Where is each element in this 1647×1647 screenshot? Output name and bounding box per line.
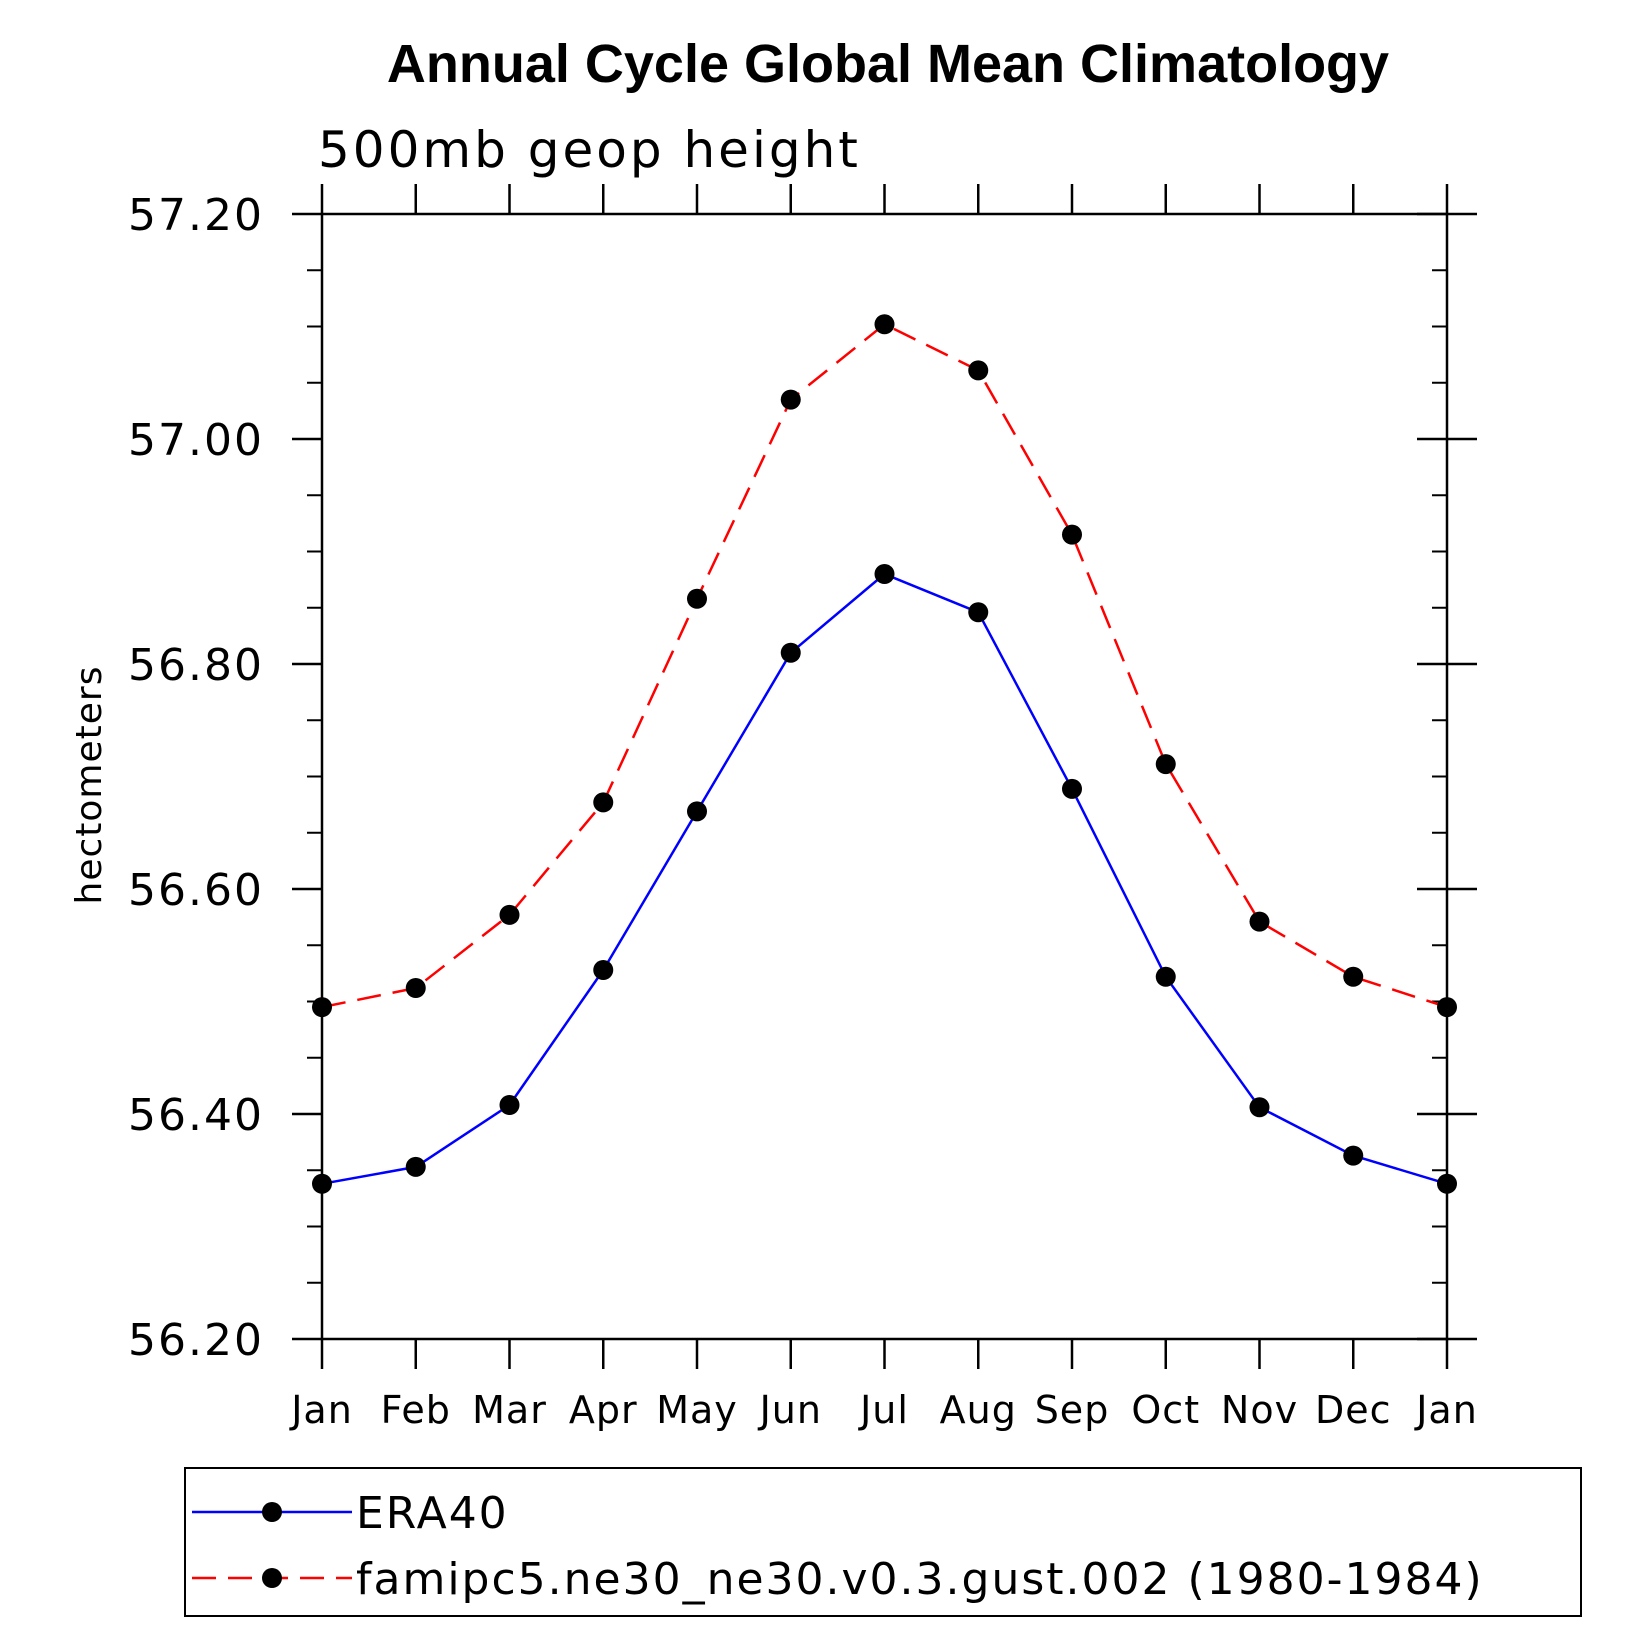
data-point-series-1: [1437, 997, 1457, 1018]
x-tick-label: Aug: [940, 1388, 1017, 1432]
data-point-series-1: [1343, 966, 1364, 987]
x-tick-label: Jan: [289, 1388, 353, 1432]
data-point-series-1: [687, 588, 707, 609]
x-tick-labels: Jan Feb Mar Apr May Jun Jul Aug Sep Oct Nov Dec Jan: [289, 1388, 1478, 1432]
legend-marker-era40: [262, 1502, 282, 1522]
chart-title: Annual Cycle Global Mean Climatology: [387, 34, 1389, 94]
plot-frame: [320, 212, 1449, 1341]
data-point-series-0: [687, 801, 707, 822]
data-point-series-1: [1062, 524, 1082, 545]
y-tick-label: 56.60: [128, 865, 264, 916]
x-tick-label: Nov: [1221, 1388, 1298, 1432]
x-tick-label: May: [656, 1388, 738, 1432]
minor-ticks: [307, 269, 1447, 1284]
legend: ERA40 famipc5.ne30_ne30.v0.3.gust.002 (1…: [184, 1467, 1582, 1617]
data-point-series-0: [1062, 778, 1082, 799]
chart-subtitle: 500mb geop height: [318, 121, 861, 179]
data-point-series-1: [312, 997, 332, 1018]
y-axis-label: hectometers: [69, 666, 110, 905]
series-line-1: [321, 323, 1448, 1009]
legend-marker-model: [262, 1568, 282, 1588]
data-point-series-0: [1249, 1097, 1270, 1118]
data-point-series-0: [405, 1156, 426, 1177]
legend-box: [184, 1467, 1582, 1617]
x-tick-label: Jan: [1414, 1388, 1478, 1432]
x-tick-label: Sep: [1035, 1388, 1110, 1432]
data-point-series-1: [1249, 911, 1270, 932]
series-line-0: [321, 572, 1448, 1186]
y-tick-label: 57.20: [128, 190, 264, 241]
data-point-series-1: [499, 904, 520, 925]
data-point-series-1: [593, 792, 614, 813]
data-point-series-0: [593, 960, 614, 980]
x-tick-label: Dec: [1315, 1388, 1392, 1432]
x-tick-label: Mar: [472, 1388, 547, 1432]
major-ticks: [292, 184, 1477, 1369]
data-point-series-0: [1155, 966, 1176, 987]
data-point-series-1: [780, 389, 801, 410]
data-point-series-0: [874, 564, 895, 584]
x-tick-label: Jul: [858, 1388, 909, 1432]
legend-label-era40: ERA40: [356, 1488, 509, 1539]
series-layer: [312, 314, 1457, 1194]
data-point-series-1: [874, 314, 895, 335]
legend-label-model: famipc5.ne30_ne30.v0.3.gust.002 (1980-19…: [356, 1554, 1484, 1605]
y-tick-label: 56.80: [128, 640, 264, 691]
data-point-series-0: [1343, 1145, 1364, 1166]
data-point-series-0: [499, 1095, 520, 1115]
x-tick-label: Feb: [381, 1388, 451, 1432]
y-tick-label: 57.00: [128, 415, 264, 466]
data-point-series-1: [1155, 754, 1176, 775]
x-tick-label: Oct: [1131, 1388, 1200, 1432]
x-tick-label: Apr: [569, 1388, 638, 1432]
data-point-series-0: [968, 602, 989, 623]
y-tick-label: 56.40: [128, 1090, 264, 1141]
data-point-series-0: [780, 642, 801, 663]
y-tick-label: 56.20: [128, 1315, 264, 1366]
y-tick-labels: 56.20 56.40 56.60 56.80 57.00 57.20: [128, 190, 264, 1366]
data-point-series-1: [968, 360, 989, 381]
x-tick-label: Jun: [758, 1388, 822, 1432]
data-point-series-0: [1437, 1173, 1457, 1194]
data-point-series-0: [312, 1173, 332, 1194]
data-point-series-1: [405, 978, 426, 998]
